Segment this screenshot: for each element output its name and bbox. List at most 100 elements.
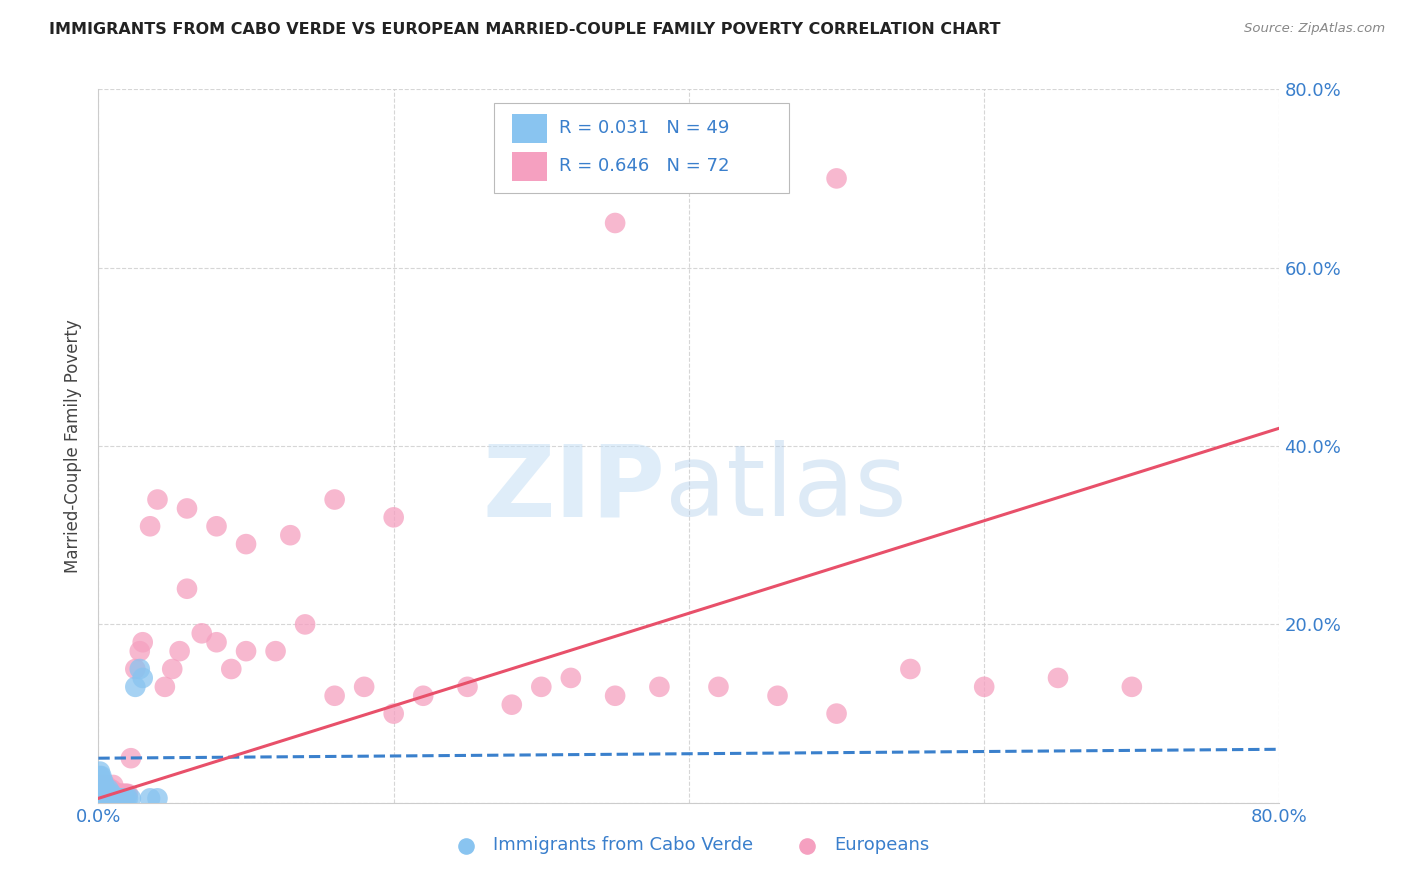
Point — [1046, 671, 1069, 685]
Point — [97, 782, 120, 797]
Point — [103, 791, 125, 805]
Point — [89, 791, 111, 805]
Text: IMMIGRANTS FROM CABO VERDE VS EUROPEAN MARRIED-COUPLE FAMILY POVERTY CORRELATION: IMMIGRANTS FROM CABO VERDE VS EUROPEAN M… — [49, 22, 1001, 37]
Point — [219, 662, 242, 676]
Point — [98, 791, 121, 805]
Point — [91, 791, 114, 805]
Point — [128, 662, 150, 676]
Point — [90, 791, 112, 805]
Point — [132, 635, 155, 649]
Point — [115, 787, 138, 801]
Point — [87, 787, 110, 801]
Point — [89, 773, 111, 788]
Point — [103, 778, 125, 792]
Point — [766, 689, 789, 703]
Point — [111, 791, 134, 805]
Point — [110, 791, 132, 805]
Point — [94, 791, 117, 805]
Point — [96, 787, 118, 801]
Point — [115, 791, 138, 805]
Text: atlas: atlas — [665, 441, 907, 537]
Point — [98, 791, 121, 805]
Point — [278, 528, 302, 542]
Point — [456, 680, 478, 694]
Point — [94, 791, 117, 805]
Point — [100, 791, 122, 805]
Point — [707, 680, 730, 694]
Text: R = 0.646   N = 72: R = 0.646 N = 72 — [560, 157, 730, 175]
Point — [93, 787, 115, 801]
Point — [105, 787, 128, 801]
Point — [114, 791, 136, 805]
Point — [205, 635, 228, 649]
Point — [501, 698, 523, 712]
Point — [176, 501, 198, 516]
Point — [973, 680, 995, 694]
Point — [90, 769, 112, 783]
Point — [128, 644, 150, 658]
Point — [104, 787, 127, 801]
Point — [153, 680, 176, 694]
Point — [323, 492, 346, 507]
Point — [87, 791, 110, 805]
Point — [96, 791, 118, 805]
Point — [91, 778, 114, 792]
Point — [191, 626, 214, 640]
Point — [90, 791, 112, 805]
Point — [110, 787, 132, 801]
Point — [87, 782, 110, 797]
Point — [162, 662, 183, 676]
Point — [110, 791, 132, 805]
Point — [1121, 680, 1143, 694]
Point — [98, 782, 121, 797]
Point — [294, 617, 316, 632]
Point — [120, 751, 142, 765]
Text: ZIP: ZIP — [482, 441, 665, 537]
Point — [825, 706, 848, 721]
Legend: Immigrants from Cabo Verde, Europeans: Immigrants from Cabo Verde, Europeans — [441, 830, 936, 862]
Point — [90, 782, 112, 797]
Point — [98, 787, 121, 801]
Point — [124, 662, 146, 676]
Point — [96, 782, 118, 797]
Point — [112, 787, 135, 801]
Point — [96, 791, 118, 805]
Point — [235, 537, 257, 551]
Point — [93, 782, 115, 797]
Point — [139, 519, 162, 533]
Point — [132, 671, 155, 685]
Point — [94, 782, 117, 797]
Point — [104, 791, 127, 805]
Point — [97, 791, 120, 805]
Point — [93, 778, 115, 792]
Point — [89, 778, 111, 792]
Point — [235, 644, 257, 658]
Text: R = 0.031   N = 49: R = 0.031 N = 49 — [560, 120, 730, 137]
Point — [100, 782, 122, 797]
Point — [382, 510, 405, 524]
Point — [100, 787, 122, 801]
Point — [97, 791, 120, 805]
Point — [205, 519, 228, 533]
Point — [91, 791, 114, 805]
Point — [648, 680, 671, 694]
Point — [89, 791, 111, 805]
Point — [176, 582, 198, 596]
Point — [382, 706, 405, 721]
Point — [87, 778, 110, 792]
Y-axis label: Married-Couple Family Poverty: Married-Couple Family Poverty — [65, 319, 83, 573]
Point — [90, 778, 112, 792]
Point — [90, 787, 112, 801]
Point — [353, 680, 375, 694]
Point — [107, 791, 129, 805]
Point — [93, 791, 115, 805]
Text: Source: ZipAtlas.com: Source: ZipAtlas.com — [1244, 22, 1385, 36]
Point — [100, 791, 122, 805]
Point — [97, 782, 120, 797]
Point — [146, 791, 169, 805]
Point — [111, 787, 134, 801]
Point — [605, 689, 627, 703]
Point — [605, 216, 627, 230]
Point — [117, 787, 139, 801]
Point — [91, 773, 114, 788]
